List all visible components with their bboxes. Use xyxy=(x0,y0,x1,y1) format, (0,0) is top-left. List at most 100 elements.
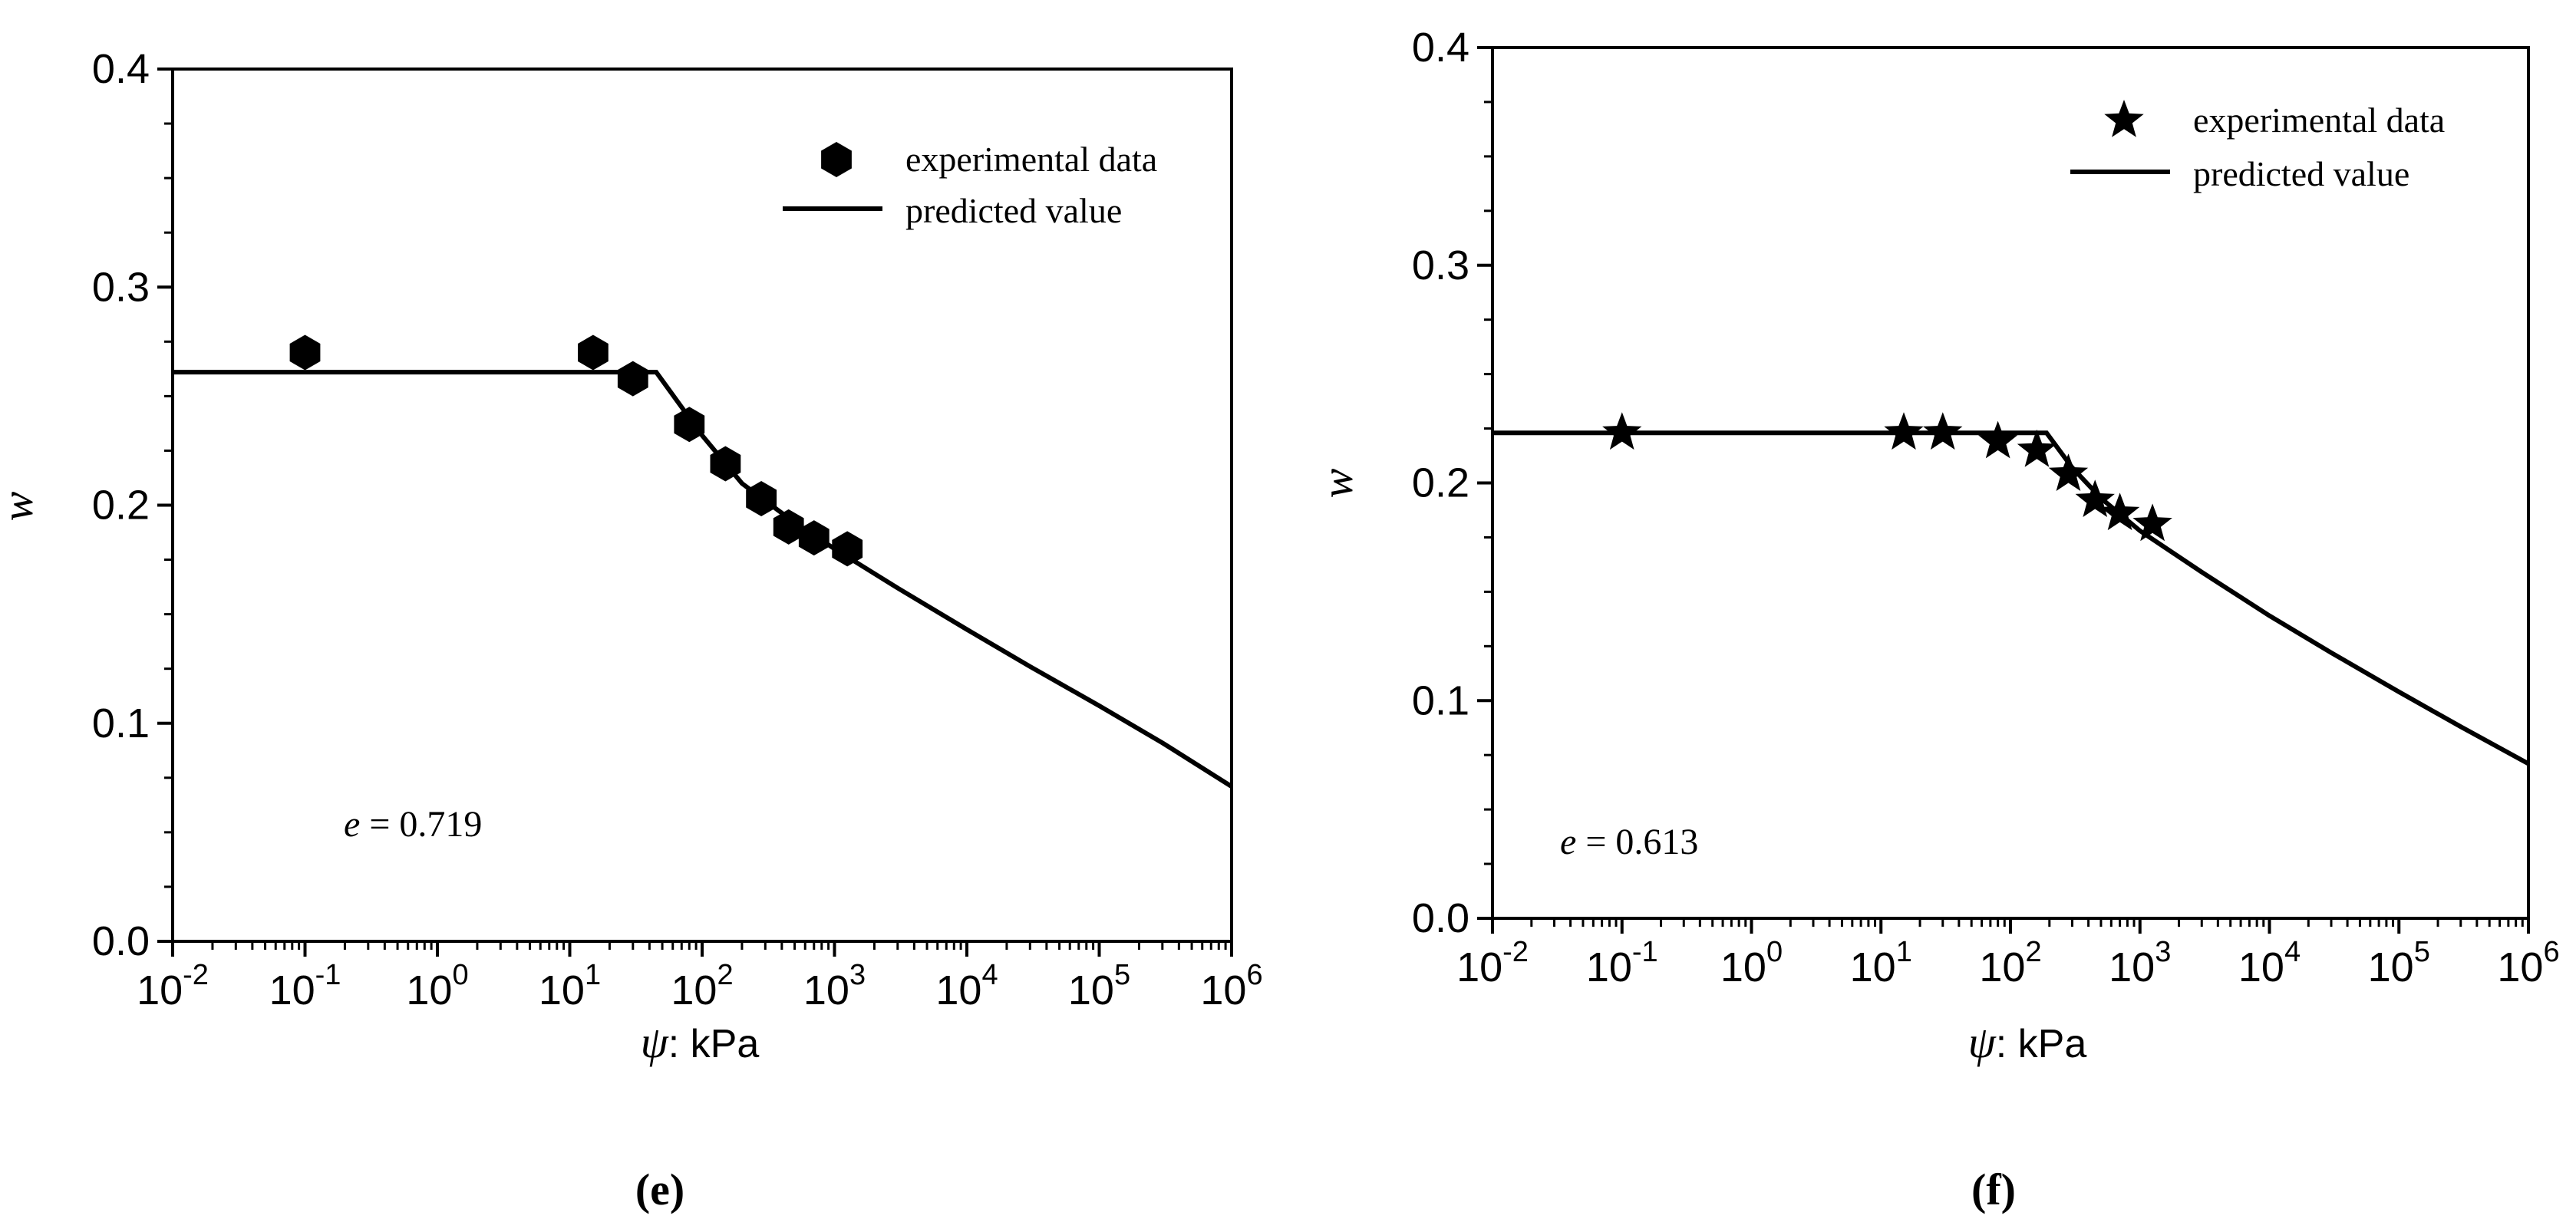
data-point xyxy=(832,531,863,567)
data-point xyxy=(578,334,609,371)
annotation-symbol: e xyxy=(344,804,360,845)
x-tick-label: 102 xyxy=(1979,936,2041,990)
chart-panel-e: 0.00.10.20.30.4 10-2 10-1 100 101 102 103 104 1… xyxy=(0,46,1263,1214)
x-tick-label: 10-1 xyxy=(1586,936,1658,990)
x-tick-label: 104 xyxy=(935,959,998,1013)
y-tick-label: 0.4 xyxy=(1412,25,1469,71)
legend-scatter-label: experimental data xyxy=(2193,100,2445,140)
x-tick-base: 10 xyxy=(269,967,315,1013)
chart-panel-f: 0.00.10.20.30.4 10-2 10-1 100 101 102 103 104 1… xyxy=(1312,25,2560,1214)
x-tick-base: 10 xyxy=(1456,944,1502,990)
x-tick-base: 10 xyxy=(2368,944,2414,990)
legend-line-label: predicted value xyxy=(905,191,1122,230)
x-tick-exponent: 1 xyxy=(1896,936,1912,968)
x-tick-base: 10 xyxy=(539,967,585,1013)
data-point xyxy=(2075,479,2115,517)
x-tick-base: 10 xyxy=(137,967,183,1013)
axis-ticks xyxy=(157,68,1233,957)
panel-caption: (e) xyxy=(635,1165,684,1214)
data-point xyxy=(1923,412,1963,450)
x-tick-exponent: -2 xyxy=(183,959,209,991)
x-tick-label: 105 xyxy=(2368,936,2430,990)
y-tick-label: 0.2 xyxy=(92,483,150,529)
annotation-value: = 0.613 xyxy=(1576,822,1698,862)
x-tick-label: 10-2 xyxy=(137,959,209,1013)
x-tick-exponent: 1 xyxy=(585,959,601,991)
x-tick-exponent: 4 xyxy=(2284,936,2301,968)
x-axis-label-symbol: ψ xyxy=(1968,1017,1997,1067)
legend-scatter-marker xyxy=(2104,100,2144,137)
data-point xyxy=(2132,503,2172,542)
data-point xyxy=(2099,493,2140,531)
y-tick-label: 0.1 xyxy=(1412,677,1469,723)
x-tick-label: 10-2 xyxy=(1456,936,1529,990)
y-tick-label: 0.0 xyxy=(92,918,150,964)
void-ratio-annotation: e = 0.719 xyxy=(344,804,482,845)
data-point xyxy=(2048,453,2089,491)
legend: experimental data predicted value xyxy=(2070,100,2445,193)
x-tick-label: 10-1 xyxy=(269,959,341,1013)
x-tick-label: 105 xyxy=(1068,959,1130,1013)
y-tick-label: 0.4 xyxy=(92,46,150,92)
data-point xyxy=(674,407,705,443)
x-tick-exponent: 3 xyxy=(2155,936,2171,968)
x-tick-base: 10 xyxy=(2238,944,2284,990)
x-axis-label-unit: : kPa xyxy=(1996,1022,2087,1066)
y-axis-label: w xyxy=(1312,468,1362,498)
x-tick-base: 10 xyxy=(803,967,849,1013)
x-tick-base: 10 xyxy=(1720,944,1766,990)
y-tick-label: 0.1 xyxy=(92,700,150,746)
x-axis-label: ψ: kPa xyxy=(1968,1017,2087,1067)
x-tick-exponent: -1 xyxy=(315,959,341,991)
data-point xyxy=(617,361,648,397)
x-tick-label: 102 xyxy=(671,959,733,1013)
x-tick-exponent: 3 xyxy=(849,959,866,991)
data-point xyxy=(798,520,830,556)
x-tick-exponent: 2 xyxy=(717,959,733,991)
data-point xyxy=(1884,412,1924,450)
x-tick-base: 10 xyxy=(1979,944,2025,990)
x-tick-label: 103 xyxy=(2109,936,2171,990)
data-point xyxy=(710,446,741,482)
x-axis-label-unit: : kPa xyxy=(668,1022,760,1066)
x-tick-exponent: 6 xyxy=(1246,959,1262,991)
y-tick-label: 0.0 xyxy=(1412,895,1469,941)
y-tick-label: 0.3 xyxy=(92,264,150,310)
x-tick-label: 106 xyxy=(1200,959,1262,1013)
x-tick-exponent: 4 xyxy=(981,959,998,991)
x-tick-base: 10 xyxy=(1200,967,1246,1013)
experimental-data-points xyxy=(289,334,863,567)
x-tick-label: 101 xyxy=(1850,936,1912,990)
axis-ticks xyxy=(1477,46,2530,934)
x-tick-base: 10 xyxy=(1850,944,1896,990)
x-tick-exponent: 2 xyxy=(2025,936,2041,968)
x-tick-label: 101 xyxy=(539,959,601,1013)
x-tick-labels: 10-2 10-1 100 101 102 103 104 105 106 xyxy=(1456,936,2560,990)
void-ratio-annotation: e = 0.613 xyxy=(1560,822,1698,862)
x-tick-label: 100 xyxy=(406,959,468,1013)
x-tick-exponent: -2 xyxy=(1502,936,1529,968)
x-tick-exponent: 5 xyxy=(1114,959,1130,991)
x-tick-exponent: 5 xyxy=(2414,936,2430,968)
x-tick-labels: 10-2 10-1 100 101 102 103 104 105 106 xyxy=(137,959,1263,1013)
x-tick-exponent: 0 xyxy=(1766,936,1783,968)
data-point xyxy=(1602,412,1642,450)
data-point xyxy=(746,481,777,516)
legend-scatter-label: experimental data xyxy=(905,140,1157,179)
experimental-data-points xyxy=(1602,412,2172,542)
x-axis-label-symbol: ψ xyxy=(641,1017,669,1067)
x-tick-exponent: -1 xyxy=(1632,936,1658,968)
y-tick-label: 0.3 xyxy=(1412,242,1469,288)
data-point xyxy=(2017,429,2057,467)
y-tick-labels: 0.0 0.1 0.2 0.3 0.4 xyxy=(1412,25,1469,941)
y-axis-label: w xyxy=(0,491,42,521)
x-tick-base: 10 xyxy=(671,967,717,1013)
annotation-value: = 0.719 xyxy=(360,804,482,845)
x-tick-base: 10 xyxy=(2109,944,2155,990)
legend-line-label: predicted value xyxy=(2193,154,2409,193)
x-tick-label: 100 xyxy=(1720,936,1783,990)
y-tick-label: 0.2 xyxy=(1412,460,1469,506)
x-tick-label: 104 xyxy=(2238,936,2301,990)
